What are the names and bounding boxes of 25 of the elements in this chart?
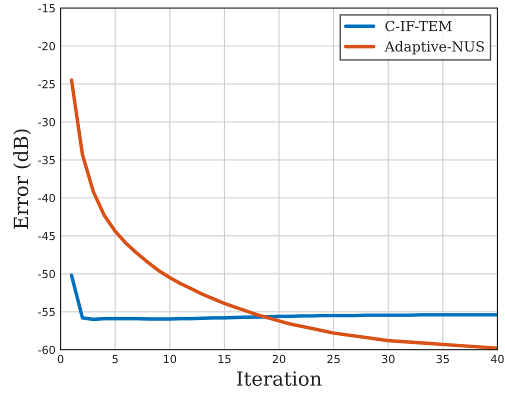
y-tick-label: -40 bbox=[38, 194, 55, 202]
x-tick-label: 30 bbox=[382, 354, 395, 364]
x-tick-label: 5 bbox=[112, 354, 118, 364]
x-axis-title: Iteration bbox=[237, 371, 322, 386]
x-tick-label: 40 bbox=[490, 354, 504, 364]
line-series bbox=[70, 274, 498, 322]
x-tick-label: 10 bbox=[164, 354, 176, 364]
y-tick-label: -60 bbox=[38, 346, 55, 354]
y-tick-label: -50 bbox=[38, 270, 55, 278]
y-tick-label: -55 bbox=[38, 308, 55, 316]
x-tick-label: 0 bbox=[58, 354, 64, 364]
y-tick-label: -30 bbox=[38, 118, 55, 126]
line-series bbox=[70, 78, 498, 350]
y-tick-label: -25 bbox=[38, 80, 55, 88]
legend-label: C-IF-TEM bbox=[385, 20, 452, 32]
y-tick-label: -45 bbox=[38, 232, 55, 240]
y-axis-title: Error (dB) bbox=[13, 129, 32, 229]
y-tick-label: -20 bbox=[38, 42, 55, 50]
legend-label: Adaptive-NUS bbox=[384, 40, 484, 54]
x-tick-label: 20 bbox=[272, 354, 286, 364]
y-tick-label: -15 bbox=[38, 4, 55, 12]
x-tick-label: 15 bbox=[218, 354, 231, 364]
y-tick-label: -35 bbox=[38, 156, 55, 164]
x-tick-label: 35 bbox=[436, 354, 449, 364]
x-tick-label: 25 bbox=[327, 354, 340, 364]
